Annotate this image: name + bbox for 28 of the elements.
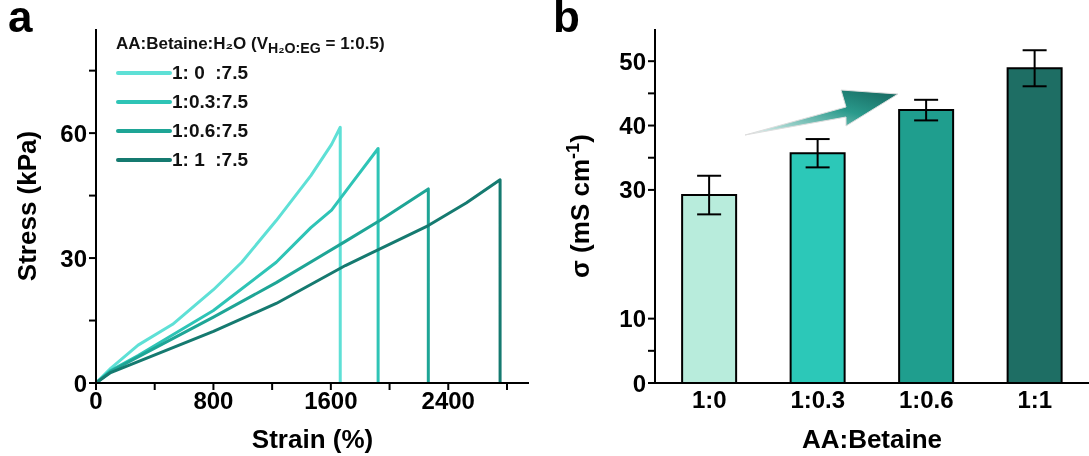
x-tick-label: 1:0.3 — [790, 386, 846, 414]
y-tick-label: 30 — [60, 244, 87, 272]
x-tick-label: 1:1 — [1017, 386, 1053, 414]
chart-title: b — [553, 0, 580, 42]
x-tick-label: 2400 — [421, 387, 475, 415]
x-tick-label: 800 — [193, 387, 234, 415]
line-series — [96, 187, 430, 383]
x-tick-label: 1:0.6 — [898, 386, 954, 414]
legend-label: 1: 1 :7.5 — [172, 148, 249, 173]
legend-label: 1:0.6:7.5 — [172, 119, 249, 144]
x-axis-title: Strain (%) — [251, 424, 374, 454]
y-tick-label: 10 — [619, 305, 646, 333]
x-axis-title: AA:Betaine — [801, 424, 943, 454]
x-tick-label: 1:0 — [691, 386, 727, 414]
y-tick-label: 60 — [60, 119, 87, 147]
y-axis-title: Stress (kPa) — [12, 130, 42, 282]
chart-title: a — [8, 0, 33, 42]
y-tick-label: 50 — [619, 47, 646, 75]
legend-label: 1:0.3:7.5 — [172, 90, 249, 115]
y-tick-label: 40 — [619, 112, 646, 140]
y-tick-label: 30 — [619, 176, 646, 204]
y-tick-label: 0 — [632, 369, 646, 397]
line-series — [96, 125, 342, 383]
legend-title: AA:Betaine:H₂O (V$_{H₂O:EG}$ = 1:0.5) — [116, 34, 385, 57]
y-tick-label: 0 — [73, 369, 87, 397]
line-series — [96, 178, 502, 383]
x-tick-label: 1600 — [304, 387, 358, 415]
legend-label: 1: 0 :7.5 — [172, 61, 249, 86]
